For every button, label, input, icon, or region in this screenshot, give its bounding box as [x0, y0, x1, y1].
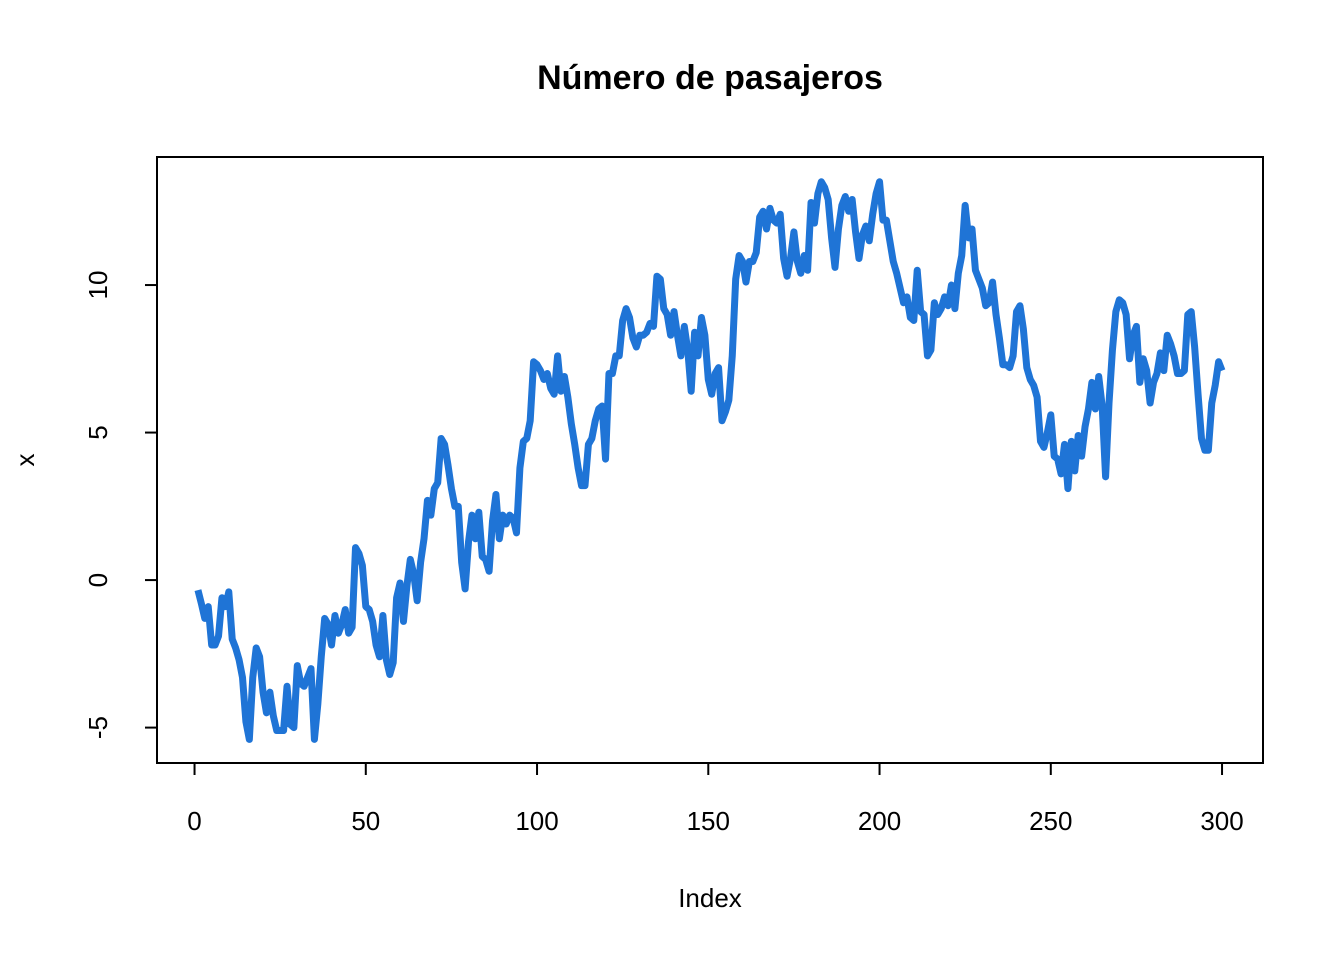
- y-tick-label: 10: [83, 271, 113, 300]
- y-tick-label: 0: [83, 573, 113, 587]
- x-tick-label: 50: [351, 806, 380, 836]
- x-axis-label: Index: [678, 883, 742, 913]
- chart-title: Número de pasajeros: [537, 59, 883, 97]
- x-tick-label: 0: [187, 806, 201, 836]
- y-tick-label: 5: [83, 425, 113, 439]
- y-tick-label: -5: [83, 716, 113, 739]
- x-tick-label: 200: [858, 806, 901, 836]
- x-tick-label: 150: [687, 806, 730, 836]
- y-axis-label: x: [10, 454, 40, 467]
- x-tick-label: 250: [1029, 806, 1072, 836]
- x-tick-label: 100: [515, 806, 558, 836]
- data-line: [194, 178, 1226, 743]
- x-tick-label: 300: [1200, 806, 1243, 836]
